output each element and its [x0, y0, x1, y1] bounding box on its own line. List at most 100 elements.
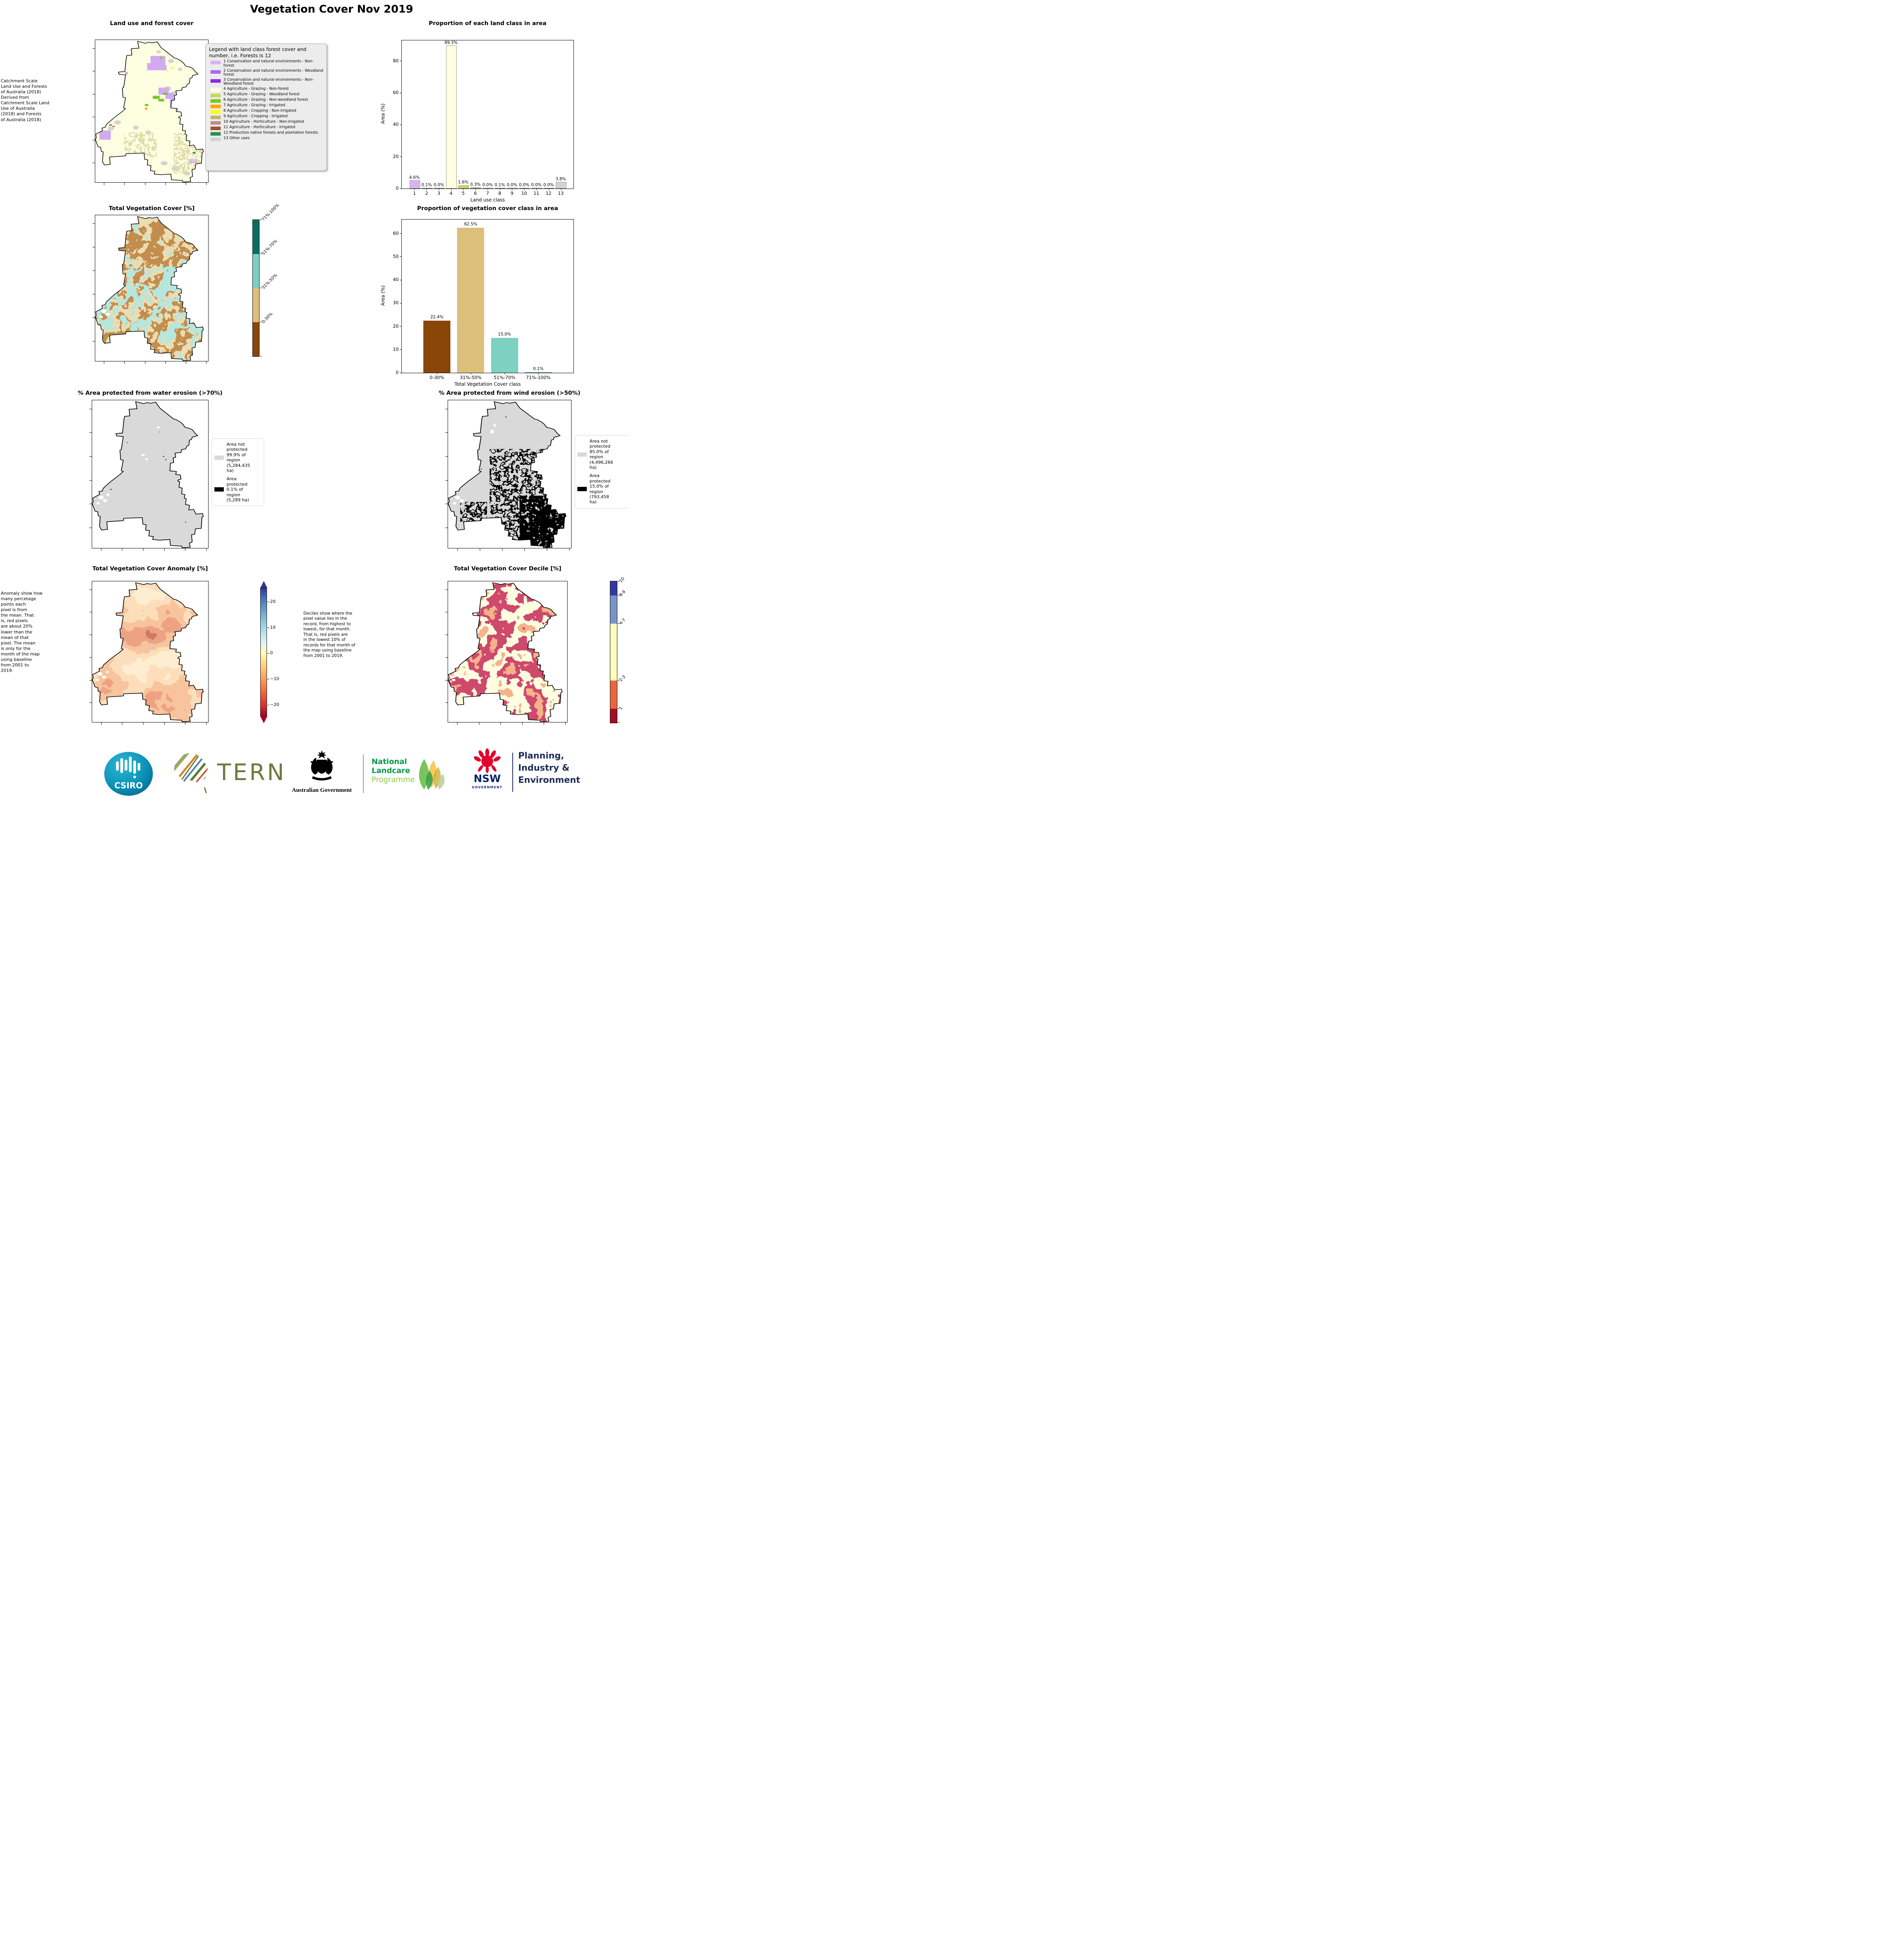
yt: 40: [393, 277, 399, 283]
svg-text:CSIRO: CSIRO: [114, 781, 143, 790]
wind-erosion-legend: Area not protected 85.0% of region (4,49…: [575, 435, 628, 508]
anomaly-note: Anomaly show how many percetage points e…: [1, 591, 43, 673]
legend-item: 4 Agriculture - Grazing - Non-forest: [209, 87, 323, 92]
decile-colorbar-body: [610, 581, 617, 723]
anomaly-map: [89, 581, 209, 725]
landcare-leaves-icon: [419, 759, 445, 790]
legend-swatch: [210, 127, 221, 130]
bval: 89.3%: [444, 40, 458, 45]
legend-label: 13 Other uses: [223, 136, 250, 140]
legend-item: 2 Conservation and natural environments …: [209, 69, 323, 77]
bval: 4.6%: [409, 175, 420, 180]
legend-swatch: [210, 70, 221, 74]
anomaly-colorbar-gradient: [260, 588, 267, 717]
xlab: Land use class: [470, 197, 505, 203]
bar: [458, 185, 469, 189]
protected-swatch: [577, 487, 587, 492]
yt: 40: [393, 122, 399, 127]
xt: 10: [521, 191, 527, 196]
wind-erosion-map-figure: [447, 401, 567, 548]
legend-label: 5 Agriculture - Grazing - Woodland fores…: [223, 92, 300, 96]
xt: 12: [546, 191, 552, 196]
xt: 3: [437, 191, 441, 196]
water-erosion-map-figure: [91, 401, 204, 548]
tick: [400, 349, 402, 350]
legend-label: 6 Agriculture - Grazing - Non-woodland f…: [223, 98, 308, 102]
xt: 7: [486, 191, 489, 196]
bar: [483, 188, 493, 189]
xt: 1: [413, 191, 416, 196]
legend-label: 4 Agriculture - Grazing - Non-forest: [223, 87, 289, 91]
bval: 1.6%: [458, 180, 469, 185]
tick: [414, 189, 415, 190]
legend-swatch: [210, 99, 221, 103]
bval: 0.0%: [434, 183, 444, 187]
water-erosion-title: % Area protected from water erosion (>70…: [78, 390, 223, 396]
anomaly-map-figure: [91, 582, 204, 722]
footer-divider: [363, 755, 364, 793]
bar: [470, 187, 481, 189]
legend-label: 10 Agriculture - Horticulture - Non-irri…: [223, 120, 304, 124]
xt: 0-30%: [430, 375, 444, 380]
anomaly-tick-label: −10: [270, 676, 279, 681]
yt: 20: [393, 323, 399, 329]
decile-colorbar-label: 1: [618, 705, 624, 711]
tick: [475, 189, 476, 190]
bar: [446, 45, 457, 189]
xt: 6: [474, 191, 477, 196]
decile-segment: [610, 624, 617, 681]
veg-colorbar-label: 51%-70%: [261, 239, 278, 256]
tick: [400, 326, 402, 327]
ylab: Area (%): [380, 285, 386, 306]
xt: 51%-70%: [493, 375, 515, 380]
land-use-map: [93, 40, 209, 185]
xlab: Total Vegetation Cover class: [454, 381, 521, 387]
legend-item: 12 Production native forests and plantat…: [209, 131, 323, 136]
xt: 71%-100%: [526, 375, 551, 380]
tick: [463, 189, 464, 190]
xt: 5: [462, 191, 465, 196]
land-use-map-figure: [94, 40, 204, 183]
nsw-wordmark: NSW: [474, 773, 501, 785]
legend-label: 3 Conservation and natural environments …: [223, 77, 314, 86]
bval: 0.1%: [533, 367, 544, 372]
yt: 80: [393, 58, 399, 64]
anomaly-tick-label: 0: [270, 650, 273, 655]
yt: 0: [396, 185, 399, 191]
legend-swatch: [210, 121, 221, 125]
anomaly-map-title: Total Vegetation Cover Anomaly [%]: [92, 566, 208, 572]
legend-swatch: [210, 105, 221, 108]
legend-label: 2 Conservation and natural environments …: [223, 68, 323, 77]
bar: [409, 180, 420, 189]
planning-industry-environment-label: Planning, Industry & Environment: [518, 751, 581, 785]
legend-swatch: [210, 132, 221, 136]
bval: 3.8%: [555, 176, 566, 181]
bval: 62.5%: [464, 221, 477, 227]
yt: 10: [393, 346, 399, 352]
tick: [536, 189, 537, 190]
land-class-bar-chart: 4.6% 1 0.1% 2 0.0% 3 89.3% 4 1.6% 5 0.3% 6 0.0% 7 0.1%…: [380, 40, 574, 203]
bar: [491, 338, 518, 373]
veg-cover-colorbar-body: [252, 220, 259, 357]
not-protected-swatch: [577, 452, 587, 457]
wind-erosion-map: [445, 400, 571, 551]
veg-class-bar-chart: 22.4% 0-30% 62.5% 31%-50% 15.0% 51%-70% 0.1% 71…: [380, 219, 574, 387]
veg-cover-map-figure: [94, 216, 204, 361]
tick: [400, 156, 402, 157]
tick: [504, 373, 505, 374]
xt: 31%-50%: [460, 375, 482, 380]
tick: [400, 256, 402, 257]
land-use-side-note: Catchment Scale Land Use and Forests of …: [1, 78, 49, 122]
anomaly-tick-label: 20: [270, 599, 276, 604]
legend-label: 11 Agriculture - Horticulture - Irrigate…: [223, 125, 296, 129]
xt: 4: [450, 191, 453, 196]
legend-swatch: [210, 138, 221, 141]
legend-item: 1 Conservation and natural environments …: [209, 59, 323, 68]
veg-cover-colorbar: 71%-100% 51%-70% 31%-50% 0-30%: [252, 203, 280, 357]
not-protected-label: Area not protected 85.0% of region (4,49…: [590, 439, 613, 470]
yt: 20: [393, 153, 399, 159]
decile-segment: [610, 680, 617, 709]
decile-map: [445, 581, 568, 725]
veg-colorbar-label: 31%-50%: [261, 273, 278, 290]
csiro-logo-icon: CSIRO: [104, 752, 153, 796]
